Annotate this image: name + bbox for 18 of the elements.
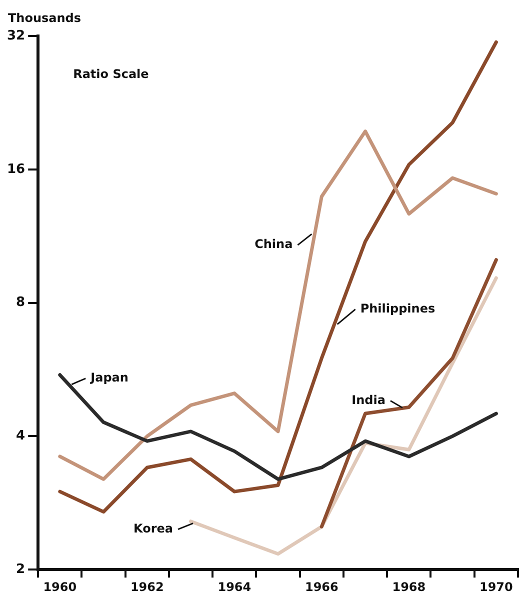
series-label: Korea <box>134 521 174 536</box>
y-tick-label: 2 <box>16 562 26 577</box>
x-tick-label: 1968 <box>392 580 426 594</box>
annotation: Ratio Scale <box>73 67 149 81</box>
x-tick-label: 1960 <box>43 580 77 594</box>
x-tick-label: 1964 <box>218 580 252 594</box>
y-tick-label: 32 <box>6 28 26 44</box>
series-label: China <box>254 237 293 252</box>
y-tick-label: 4 <box>16 428 26 444</box>
series-label: Japan <box>90 370 128 385</box>
x-tick-label: 1962 <box>130 580 164 594</box>
y-axis-title: Thousands <box>8 11 82 25</box>
series-label: Philippines <box>360 301 436 316</box>
x-tick-label: 1966 <box>304 580 338 594</box>
x-tick-label: 1970 <box>479 580 513 594</box>
series-label: India <box>352 392 386 407</box>
y-tick-label: 16 <box>6 162 26 177</box>
y-tick-label: 8 <box>16 295 26 310</box>
